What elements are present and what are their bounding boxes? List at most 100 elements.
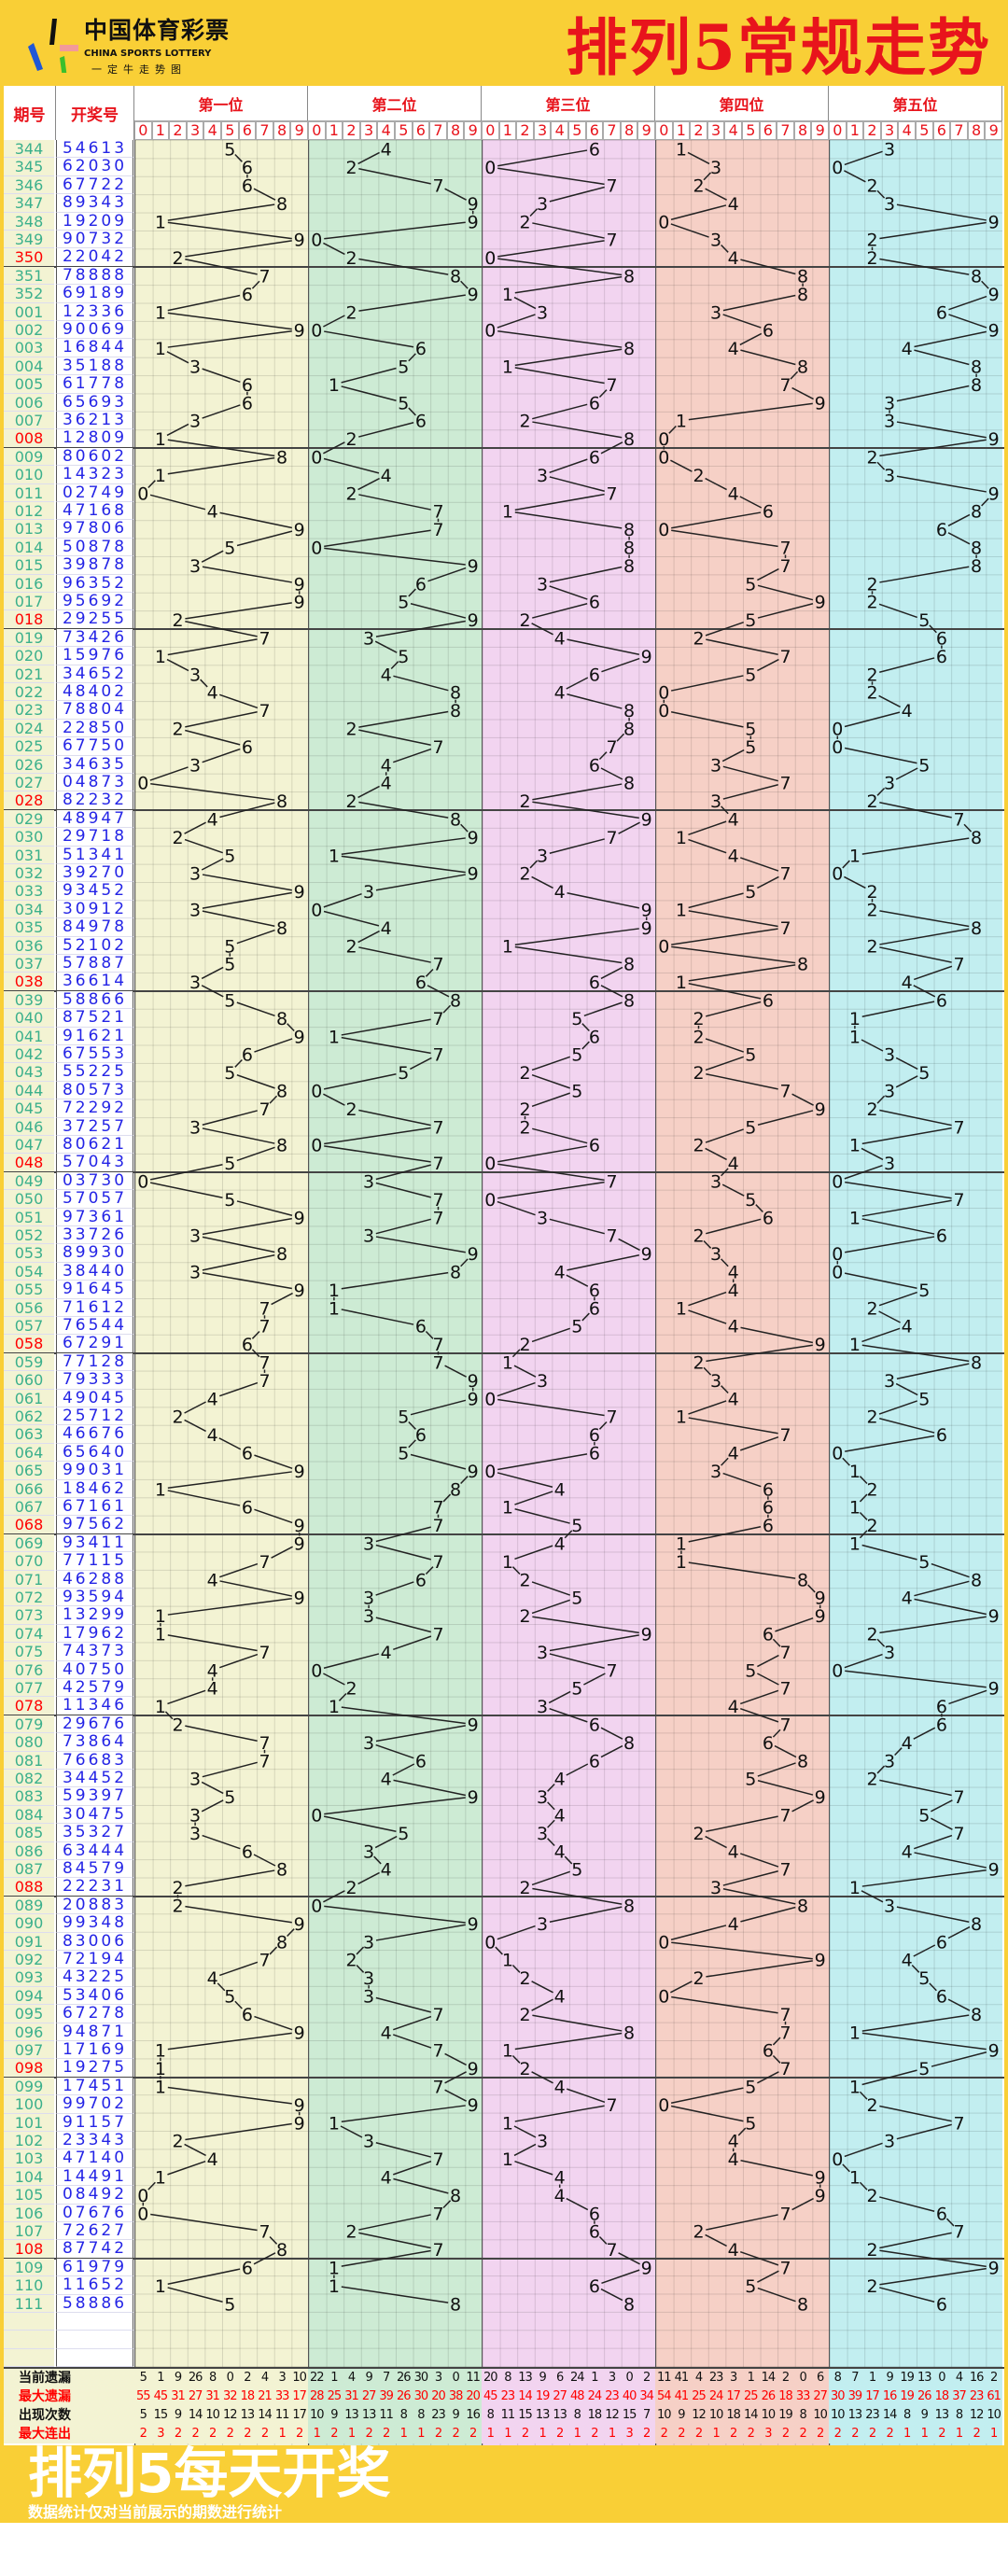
draw-number-cell: 39270 <box>56 863 133 883</box>
period-cell: 107 <box>4 2222 54 2241</box>
trend-digit: 1 <box>329 2276 340 2297</box>
trend-digit: 7 <box>953 1117 964 1138</box>
trend-digit: 1 <box>329 846 340 866</box>
stats-value: 19 <box>533 2387 552 2407</box>
stats-value: 1 <box>308 2425 326 2444</box>
draw-number-cell: 72627 <box>56 2221 133 2241</box>
trend-digit: 1 <box>502 1552 513 1573</box>
trend-digit: 3 <box>710 1371 721 1392</box>
trend-line-segment <box>705 188 727 201</box>
trend-digit: 7 <box>259 1751 270 1771</box>
period-cell: 064 <box>4 1443 54 1463</box>
trend-line-segment <box>324 1905 466 1924</box>
stats-value: 3 <box>724 2369 742 2388</box>
period-cell: 095 <box>4 2005 54 2023</box>
trend-line-segment <box>705 1128 744 1143</box>
trend-digit: 2 <box>866 1407 877 1428</box>
period-cell: 022 <box>4 683 54 702</box>
trend-line-segment <box>688 1291 727 1307</box>
trend-line-segment <box>549 566 623 583</box>
trend-line-segment <box>324 1145 431 1163</box>
trend-digit: 8 <box>971 1570 982 1590</box>
draw-number-cell: 74373 <box>56 1642 133 1661</box>
trend-digit: 7 <box>259 701 270 721</box>
trend-digit: 9 <box>294 593 305 613</box>
stats-value: 10 <box>759 2406 777 2426</box>
trend-line-segment <box>341 1706 466 1725</box>
stats-separator <box>4 2367 1004 2370</box>
trend-line-segment <box>688 982 762 1000</box>
period-cell: 344 <box>4 140 54 159</box>
trend-digit: 5 <box>224 955 235 975</box>
trend-line-segment <box>791 1093 814 1106</box>
footer-note: 数据统计仅对当前展示的期数进行统计 <box>28 2503 283 2521</box>
trend-line-segment <box>564 1530 573 1539</box>
trend-line-segment <box>444 188 467 201</box>
stats-value: 19 <box>898 2369 916 2388</box>
draw-number-cell: 18462 <box>56 1479 133 1498</box>
stats-value: 26 <box>759 2387 777 2407</box>
trend-line-segment <box>757 1654 779 1668</box>
draw-number-cell: 35327 <box>56 1823 133 1842</box>
period-cell: 010 <box>4 466 54 484</box>
stats-value: 8 <box>829 2369 847 2388</box>
period-cell: 346 <box>4 175 54 195</box>
trend-line-segment <box>740 2159 814 2177</box>
trend-digit: 9 <box>468 1787 479 1808</box>
trend-line-segment <box>514 1507 570 1524</box>
trend-digit: 0 <box>311 1660 322 1681</box>
trend-digit: 8 <box>797 285 808 305</box>
period-cell: 017 <box>4 593 54 611</box>
trend-digit: 5 <box>571 1045 582 1066</box>
trend-line-segment <box>532 801 639 819</box>
trend-digit: 8 <box>797 955 808 975</box>
trend-line-segment <box>531 875 553 889</box>
stats-value: 2 <box>793 2425 812 2444</box>
trend-line-segment <box>408 353 416 362</box>
trend-line-segment <box>895 767 918 780</box>
trend-digit: 6 <box>936 302 947 323</box>
trend-digit: 4 <box>902 1589 913 1609</box>
trend-digit: 8 <box>276 791 287 812</box>
trend-digit: 7 <box>259 2222 270 2243</box>
period-cell: 051 <box>4 1208 54 1226</box>
trend-digit: 3 <box>710 1172 721 1193</box>
trend-line-segment <box>166 658 189 672</box>
period-cell: 352 <box>4 285 54 303</box>
stats-value: 2 <box>777 2369 794 2388</box>
trend-line-segment <box>564 1855 573 1865</box>
stats-value: 2 <box>256 2425 273 2444</box>
trend-digit: 8 <box>623 774 635 794</box>
trend-line-segment <box>442 1493 452 1503</box>
trend-digit: 0 <box>137 774 148 794</box>
trend-digit: 7 <box>432 1154 443 1174</box>
trend-digit: 9 <box>815 1606 826 1627</box>
trend-digit: 2 <box>866 1770 877 1790</box>
trend-line-segment <box>706 1815 778 1833</box>
trend-digit: 6 <box>242 2005 253 2025</box>
trend-line-segment <box>218 1437 242 1450</box>
trend-digit: 3 <box>537 194 548 215</box>
digit-header: 7 <box>429 121 447 140</box>
period-cell: 012 <box>4 502 54 521</box>
stats-value: 28 <box>308 2387 326 2407</box>
draw-number-cell: 34635 <box>56 755 133 774</box>
trend-digit: 1 <box>849 2023 861 2043</box>
trend-line-segment <box>167 329 292 348</box>
trend-line-segment <box>879 221 987 240</box>
stats-value: 31 <box>169 2387 187 2407</box>
trend-digit: 9 <box>468 1389 479 1409</box>
trend-digit: 6 <box>763 1733 774 1754</box>
trend-line-segment <box>532 783 623 801</box>
trend-line-segment <box>914 349 970 366</box>
draw-number-cell: 72194 <box>56 1950 133 1969</box>
trend-line-segment <box>861 2069 917 2086</box>
trend-digit: 9 <box>815 1099 826 1120</box>
trend-line-segment <box>410 1057 432 1071</box>
period-cell: 082 <box>4 1770 54 1788</box>
trend-digit: 0 <box>311 901 322 921</box>
trend-digit: 0 <box>137 2204 148 2224</box>
trend-digit: 7 <box>953 2222 964 2243</box>
trend-line-segment <box>234 1058 243 1068</box>
trend-digit: 7 <box>432 1498 443 1519</box>
